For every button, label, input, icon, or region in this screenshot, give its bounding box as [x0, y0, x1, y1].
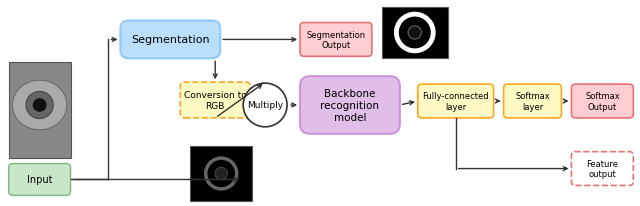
- Text: Backbone
recognition
model: Backbone recognition model: [321, 89, 380, 122]
- Circle shape: [33, 99, 46, 112]
- FancyBboxPatch shape: [504, 85, 561, 118]
- Circle shape: [26, 92, 53, 119]
- Circle shape: [408, 27, 421, 40]
- FancyBboxPatch shape: [9, 63, 70, 158]
- Text: Softmax
layer: Softmax layer: [515, 92, 550, 111]
- Circle shape: [205, 158, 237, 189]
- Circle shape: [243, 84, 287, 127]
- FancyBboxPatch shape: [572, 85, 634, 118]
- Ellipse shape: [12, 81, 67, 130]
- Text: Softmax
Output: Softmax Output: [585, 92, 620, 111]
- Text: Segmentation
Output: Segmentation Output: [307, 30, 365, 50]
- FancyBboxPatch shape: [300, 23, 372, 57]
- FancyBboxPatch shape: [120, 21, 220, 59]
- FancyBboxPatch shape: [190, 146, 252, 201]
- FancyBboxPatch shape: [572, 152, 634, 186]
- Text: Multiply: Multiply: [247, 101, 283, 110]
- Text: Fully-connected
layer: Fully-connected layer: [422, 92, 489, 111]
- Text: Input: Input: [27, 175, 52, 185]
- Circle shape: [396, 15, 433, 51]
- Text: Segmentation: Segmentation: [131, 35, 210, 45]
- FancyBboxPatch shape: [382, 8, 448, 59]
- Text: Conversion to
RGB: Conversion to RGB: [184, 91, 246, 110]
- Circle shape: [215, 167, 227, 180]
- FancyBboxPatch shape: [9, 164, 70, 195]
- FancyBboxPatch shape: [300, 77, 400, 134]
- FancyBboxPatch shape: [418, 85, 493, 118]
- Text: Feature
output: Feature output: [586, 159, 618, 178]
- FancyBboxPatch shape: [180, 83, 250, 118]
